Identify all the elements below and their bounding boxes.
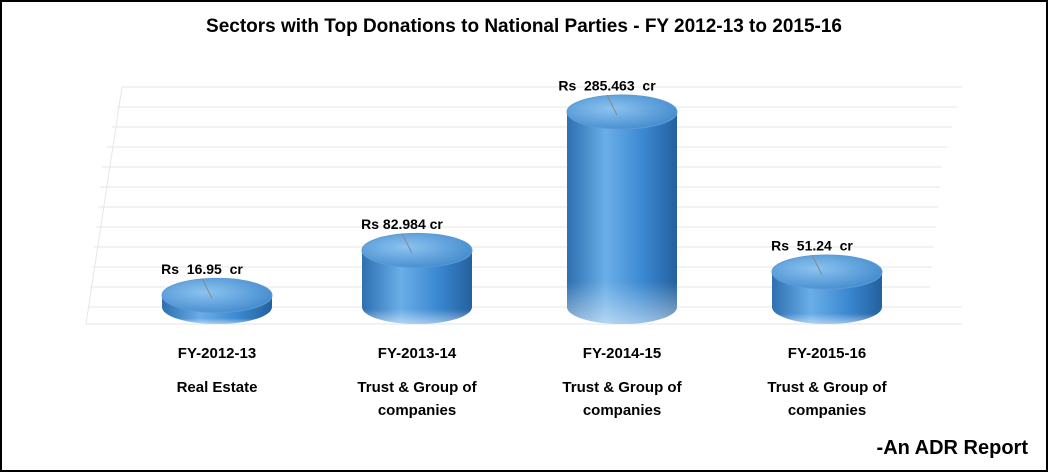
value-label: Rs 82.984 cr [361,216,443,232]
footer: -An ADR Report [876,437,1028,459]
value-label: Rs 285.463 cr [558,78,656,94]
cylinder-fade [362,250,472,324]
sector-label: Real Estate [176,379,258,396]
leader-line [606,94,618,116]
x-tick-label: FY-2014-15 [582,345,662,362]
cylinder-fade [162,295,272,324]
x-tick-label: FY-2015-16 [787,345,867,362]
sector-label: Trust & Group of companies [357,379,477,419]
cylinder-fade [772,271,882,324]
value-label: Rs 16.95 cr [161,261,243,277]
cylinder-fade [567,112,677,324]
chart-title: Sectors with Top Donations to National P… [206,16,842,37]
sector-label: Trust & Group of companies [562,379,682,419]
leader-line [201,278,213,299]
value-label: Rs 51.24 cr [771,238,853,254]
cylinder-top [566,94,678,130]
x-tick-label: FY-2012-13 [177,345,257,362]
cylinder-top [771,254,883,290]
cylinder-top [161,277,273,313]
leader-line [811,254,823,276]
leader-line [401,233,413,254]
cylinder-top [361,232,473,268]
x-tick-label: FY-2013-14 [377,345,457,362]
sector-label: Trust & Group of companies [767,379,887,419]
